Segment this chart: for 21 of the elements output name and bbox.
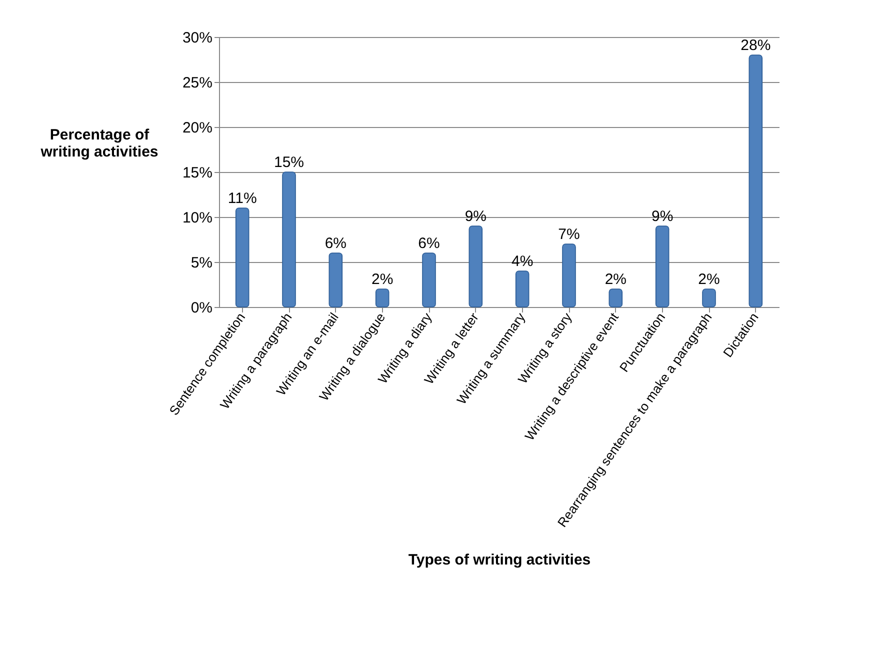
data-label: 11% [228,190,257,207]
data-label: 28% [740,37,771,54]
y-tick-label: 5% [190,254,212,272]
data-label: 4% [511,253,534,270]
data-label: 6% [418,235,440,252]
data-label: 9% [651,208,674,225]
x-axis-title: Types of writing activities [408,552,591,568]
y-tick-label: 30% [182,30,212,46]
data-label: 9% [464,208,487,225]
y-tick-label: 25% [182,74,212,92]
data-label: 6% [324,235,347,252]
y-axis-title: Percentage of writing activities [40,126,158,160]
data-label: 15% [274,154,304,171]
data-label: 7% [558,226,580,243]
y-tick-label: 10% [182,210,212,226]
y-tick-label: 0% [190,300,212,316]
data-label: 2% [698,271,720,288]
data-label: 2% [604,271,627,288]
y-tick-label: 15% [182,164,212,182]
data-label: 2% [371,271,394,288]
y-tick-label: 20% [182,120,212,136]
